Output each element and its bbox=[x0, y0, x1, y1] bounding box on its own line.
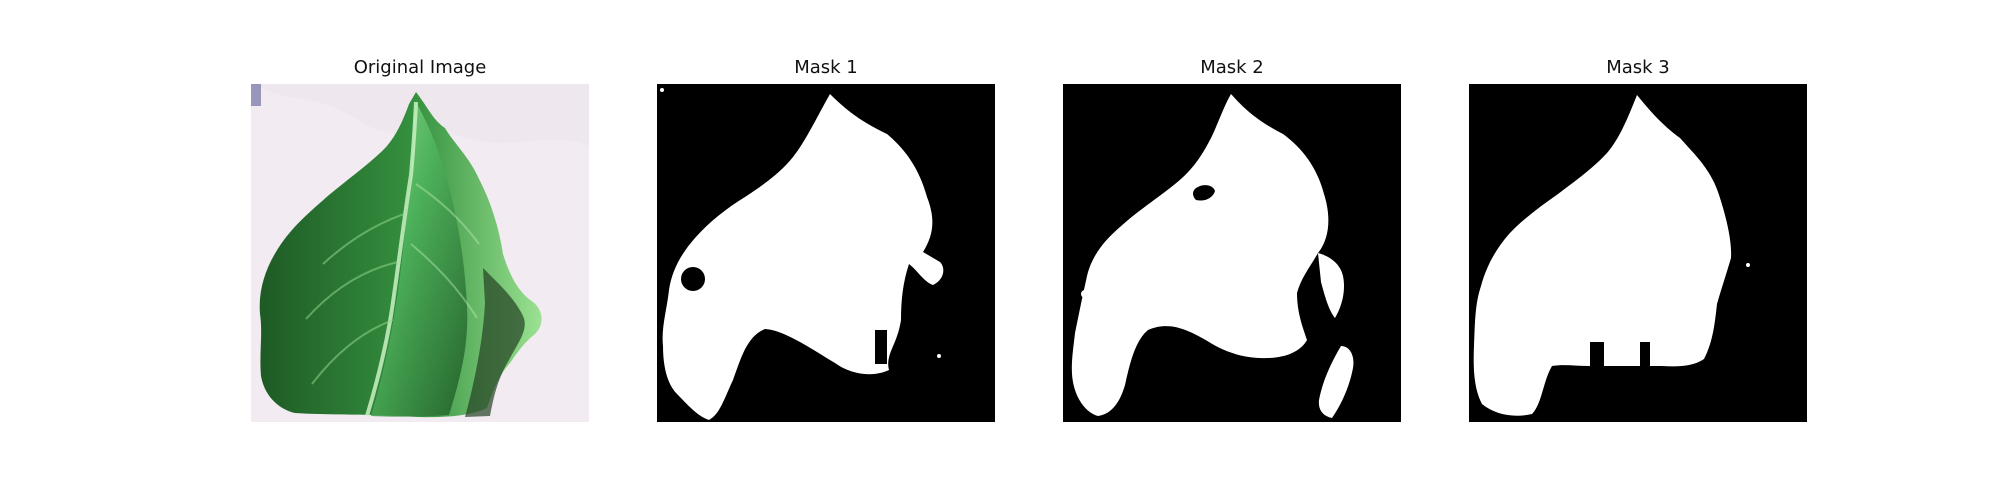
mask-1-speck-1 bbox=[660, 88, 664, 92]
mask-1-title: Mask 1 bbox=[794, 57, 858, 78]
mask-3-title: Mask 3 bbox=[1606, 57, 1670, 78]
mask-1-panel: Mask 1 bbox=[657, 56, 995, 426]
mask-1-image bbox=[657, 84, 995, 422]
mask-2-detached-blob bbox=[1318, 346, 1354, 418]
mask-2-panel: Mask 2 bbox=[1063, 56, 1401, 426]
mask-3-speck-1 bbox=[1613, 155, 1617, 159]
mask-2-svg bbox=[1063, 84, 1401, 422]
original-image bbox=[251, 84, 589, 422]
original-image-panel: Original Image bbox=[251, 56, 589, 426]
mask-2-right-lobe bbox=[1318, 253, 1345, 318]
leaf-shadow bbox=[465, 268, 525, 417]
mask-3-panel: Mask 3 bbox=[1469, 56, 1807, 426]
leaf-vein-2 bbox=[322, 213, 405, 265]
image-corner-artifact bbox=[251, 84, 261, 106]
mask-1-hole bbox=[681, 267, 705, 291]
mask-3-speck-2 bbox=[1746, 263, 1750, 267]
mask-3-notch-1 bbox=[1590, 342, 1604, 376]
mask-2-title: Mask 2 bbox=[1200, 57, 1264, 78]
mask-2-speck-2 bbox=[1211, 158, 1215, 162]
mask-1-notch bbox=[875, 330, 887, 364]
mask-2-image bbox=[1063, 84, 1401, 422]
mask-2-hole bbox=[1193, 185, 1215, 201]
leaf-vein-4 bbox=[415, 183, 480, 245]
leaf-vein-3 bbox=[311, 319, 394, 385]
original-image-title: Original Image bbox=[353, 57, 487, 78]
mask-2-foreground bbox=[1071, 94, 1329, 416]
leaf-vein-1 bbox=[305, 261, 399, 320]
mask-1-foreground bbox=[662, 94, 944, 420]
mask-3-foreground bbox=[1473, 95, 1732, 416]
mask-1-svg bbox=[657, 84, 995, 422]
mask-3-image bbox=[1469, 84, 1807, 422]
mask-3-notch-2 bbox=[1640, 342, 1650, 382]
mask-1-speck-2 bbox=[937, 354, 941, 358]
original-image-svg bbox=[251, 84, 589, 422]
mask-2-speck-1 bbox=[1081, 290, 1089, 298]
leaf-midrib bbox=[365, 101, 418, 417]
leaf-highlight bbox=[371, 102, 468, 417]
leaf-vein-5 bbox=[410, 243, 478, 319]
mask-3-svg bbox=[1469, 84, 1807, 422]
